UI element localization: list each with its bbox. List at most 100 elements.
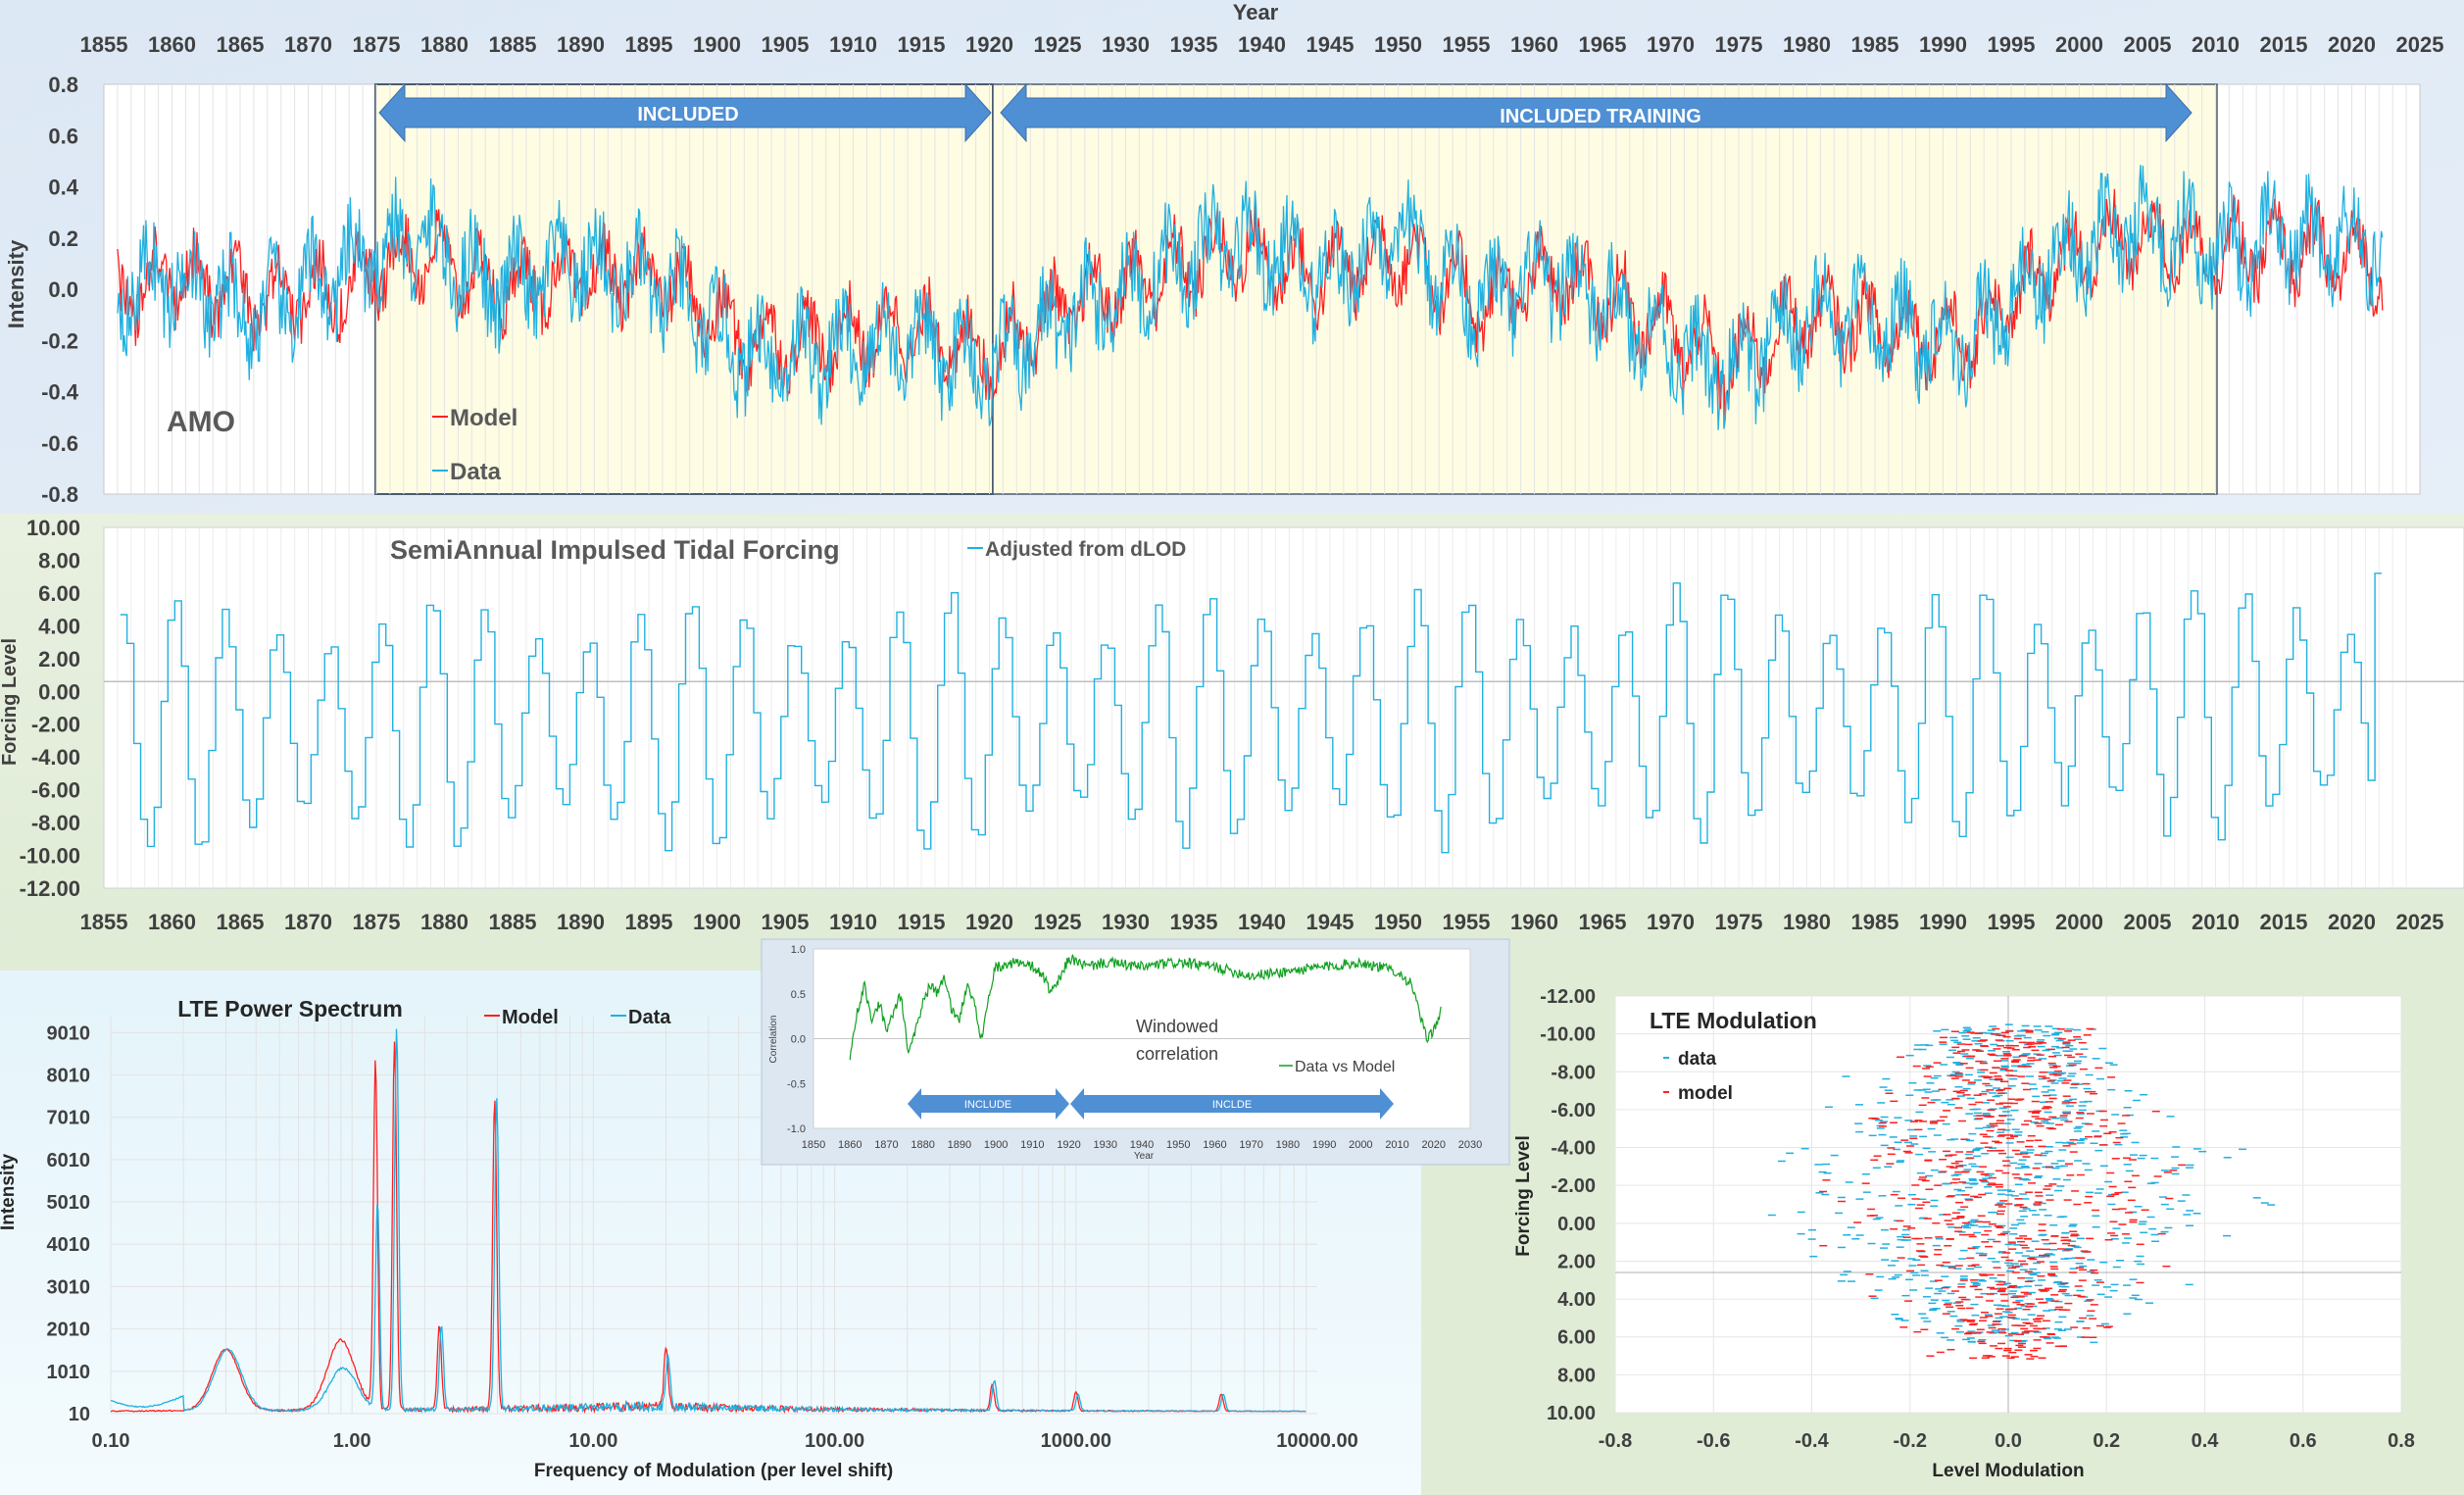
correlation-y-axis-title: Correlation [768, 1016, 779, 1064]
include-arrow-shape [908, 1088, 1069, 1120]
spectrum-x-ticks: 0.10 1.00 10.00 100.00 1000.00 10000.00 [92, 1430, 1358, 1452]
modulation-legend-model-label: model [1678, 1083, 1733, 1104]
legend-model-label: Model [450, 405, 517, 431]
forcing-panel: 1855 1860 1865 1870 1875 1880 1885 1890 1895 1900… [0, 514, 2464, 971]
correlation-x-tick-label: 2000 [1349, 1139, 1372, 1151]
amo-x-tick-label: 1895 [625, 32, 673, 57]
spectrum-title: LTE Power Spectrum [177, 996, 403, 1022]
correlation-x-tick-label: 2030 [1458, 1139, 1482, 1151]
forcing-x-tick-label: 1975 [1715, 910, 1763, 934]
amo-x-tick-label: 1930 [1102, 32, 1150, 57]
correlation-x-tick-label: 1890 [948, 1139, 971, 1151]
correlation-series [849, 954, 1442, 1061]
amo-y-tick-label: 0.2 [48, 226, 78, 251]
amo-x-tick-label: 1910 [829, 32, 877, 57]
forcing-y-tick-label: -8.00 [31, 811, 80, 835]
spectrum-y-tick-label: 3010 [47, 1276, 91, 1298]
modulation-y-tick-label: -8.00 [1551, 1062, 1596, 1083]
amo-panel: 1855 1860 1865 1870 1875 1880 1885 1890 1895 1900… [0, 0, 2464, 514]
amo-x-tick-label: 2000 [2055, 32, 2103, 57]
forcing-title: SemiAnnual Impulsed Tidal Forcing [390, 535, 840, 565]
legend-data-label: Data [450, 459, 502, 485]
amo-x-tick-label: 1955 [1443, 32, 1491, 57]
amo-x-tick-label: 1940 [1238, 32, 1286, 57]
included-training-arrow-label: INCLUDED TRAINING [1500, 106, 1701, 127]
forcing-series [120, 573, 2383, 854]
spectrum-series [110, 1028, 1306, 1415]
spectrum-y-tick-label: 1010 [47, 1362, 91, 1383]
amo-y-tick-label: 0.8 [48, 73, 78, 97]
amo-y-tick-label: 0.4 [48, 175, 78, 200]
included-arrow-label: INCLUDED [637, 104, 738, 125]
amo-y-tick-label: -0.6 [41, 431, 78, 456]
amo-x-tick-label: 2025 [2396, 32, 2444, 57]
forcing-y-tick-label: -10.00 [20, 844, 80, 869]
modulation-y-tick-label: -4.00 [1551, 1138, 1596, 1160]
modulation-grid [1614, 995, 2402, 1414]
amo-x-tick-label: 1900 [693, 32, 741, 57]
spectrum-y-tick-label: 2010 [47, 1320, 91, 1341]
correlation-x-tick-label: 1860 [838, 1139, 862, 1151]
inclde-arrow-label: INCLDE [1212, 1099, 1252, 1111]
amo-x-tick-label: 2020 [2328, 32, 2376, 57]
inclde-arrow: INCLDE [1070, 1088, 1394, 1120]
modulation-y-tick-label: 2.00 [1557, 1251, 1596, 1272]
amo-data-line [117, 165, 2384, 430]
amo-y-tick-label: 0.0 [48, 277, 78, 302]
forcing-x-tick-label: 1895 [625, 910, 673, 934]
forcing-line [120, 573, 2383, 854]
modulation-x-tick-label: 0.8 [2388, 1430, 2415, 1452]
spectrum-x-tick-label: 10000.00 [1276, 1430, 1357, 1452]
amo-x-tick-label: 1975 [1715, 32, 1763, 57]
forcing-x-tick-label: 1870 [284, 910, 332, 934]
forcing-x-tick-label: 1950 [1374, 910, 1422, 934]
correlation-x-tick-label: 1880 [911, 1139, 934, 1151]
forcing-x-tick-label: 1885 [489, 910, 537, 934]
amo-x-tick-label: 1880 [420, 32, 468, 57]
spectrum-x-tick-label: 1.00 [333, 1430, 371, 1452]
modulation-x-tick-label: 0.2 [2093, 1430, 2120, 1452]
correlation-y-tick-label: -1.0 [787, 1123, 806, 1135]
forcing-x-tick-label: 1980 [1783, 910, 1831, 934]
forcing-x-tick-label: 2010 [2192, 910, 2240, 934]
forcing-x-tick-label: 1900 [693, 910, 741, 934]
amo-x-tick-label: 1855 [80, 32, 128, 57]
forcing-x-tick-label: 2025 [2396, 910, 2444, 934]
amo-x-axis-title: Year [1233, 0, 1279, 25]
correlation-legend-label: Data vs Model [1295, 1059, 1395, 1075]
forcing-x-tick-label: 1925 [1034, 910, 1082, 934]
modulation-x-ticks: -0.8 -0.6 -0.4 -0.2 0.0 0.2 0.4 0.6 0.8 [1599, 1430, 2415, 1452]
amo-y-tick-label: -0.4 [41, 380, 79, 405]
forcing-x-tick-label: 1960 [1510, 910, 1558, 934]
modulation-x-tick-label: -0.6 [1697, 1430, 1730, 1452]
correlation-x-tick-label: 2010 [1385, 1139, 1408, 1151]
correlation-y-tick-label: 1.0 [791, 944, 806, 956]
amo-legend: Model Data [432, 405, 517, 485]
correlation-x-ticks: 1850 1860 1870 1880 1890 1900 1910 1920 1930 1940… [802, 1139, 1482, 1151]
amo-x-ticks: 1855 1860 1865 1870 1875 1880 1885 1890 1895 1900… [80, 32, 2444, 57]
modulation-x-tick-label: 0.6 [2290, 1430, 2317, 1452]
spectrum-x-tick-label: 10.00 [568, 1430, 617, 1452]
correlation-x-tick-label: 1930 [1094, 1139, 1117, 1151]
modulation-panel: -0.8 -0.6 -0.4 -0.2 0.0 0.2 0.4 0.6 0.8 -12.00-1… [1421, 971, 2464, 1495]
forcing-y-tick-label: -6.00 [31, 778, 80, 803]
include-arrow: INCLUDE [908, 1088, 1069, 1120]
include-arrow-label: INCLUDE [964, 1099, 1011, 1111]
modulation-x-axis-title: Level Modulation [1932, 1461, 2084, 1481]
forcing-y-tick-label: 4.00 [38, 614, 80, 638]
forcing-x-tick-label: 1915 [898, 910, 946, 934]
correlation-title-line2: correlation [1136, 1044, 1218, 1064]
correlation-x-tick-label: 1940 [1130, 1139, 1154, 1151]
amo-x-tick-label: 1860 [148, 32, 196, 57]
amo-x-tick-label: 1970 [1647, 32, 1695, 57]
forcing-y-ticks: 10.00 8.00 6.00 4.00 2.00 0.00 -2.00 -4.00 -6.00… [20, 516, 80, 901]
correlation-x-axis-title: Year [1134, 1151, 1155, 1162]
spectrum-y-axis-title: Intensity [0, 1154, 19, 1231]
amo-x-tick-label: 1960 [1510, 32, 1558, 57]
modulation-x-tick-label: -0.2 [1894, 1430, 1927, 1452]
spectrum-x-tick-label: 1000.00 [1041, 1430, 1111, 1452]
amo-x-tick-label: 1965 [1579, 32, 1627, 57]
modulation-x-tick-label: -0.4 [1795, 1430, 1829, 1452]
